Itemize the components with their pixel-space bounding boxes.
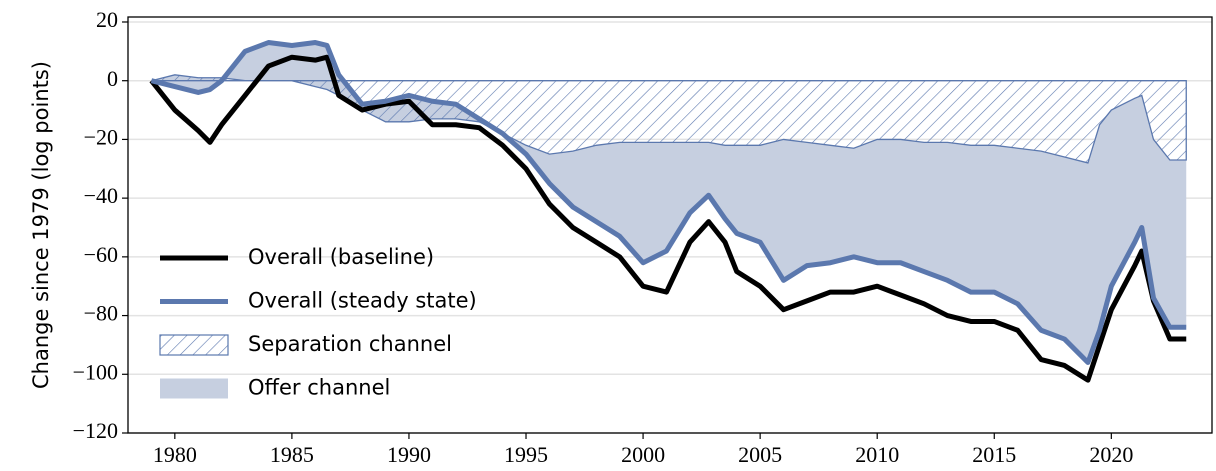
y-axis-label: Change since 1979 (log points): [29, 61, 53, 389]
y-tick-label: 0: [107, 66, 118, 91]
x-tick-label: 2005: [738, 442, 782, 467]
x-tick-label: 2015: [972, 442, 1016, 467]
series-line: [150, 40, 1187, 366]
legend-swatch: [160, 378, 228, 399]
legend-label: Overall (baseline): [248, 245, 434, 269]
y-tick-label: −100: [73, 359, 118, 384]
y-tick-label: −120: [73, 418, 118, 443]
y-tick-label: −80: [84, 301, 118, 326]
x-tick-label: 2020: [1089, 442, 1133, 467]
legend-swatch: [159, 334, 229, 356]
y-tick-label: −40: [84, 183, 118, 208]
x-tick-label: 1980: [153, 442, 197, 467]
x-tick-label: 1995: [504, 442, 548, 467]
x-tick-label: 1990: [387, 442, 431, 467]
offer-area: [151, 42, 1187, 363]
legend-label: Overall (steady state): [248, 289, 477, 313]
x-tick-label: 2010: [855, 442, 899, 467]
x-tick-label: 2000: [621, 442, 665, 467]
legend-label: Separation channel: [248, 332, 452, 356]
plot-area: [149, 40, 1187, 383]
y-tick-label: 20: [96, 7, 118, 32]
x-tick-label: 1985: [270, 442, 314, 467]
series-line: [149, 54, 1187, 383]
plot-frame: [127, 16, 1213, 434]
y-tick-label: −60: [84, 242, 118, 267]
y-tick-label: −20: [84, 124, 118, 149]
legend-label: Offer channel: [248, 376, 390, 400]
